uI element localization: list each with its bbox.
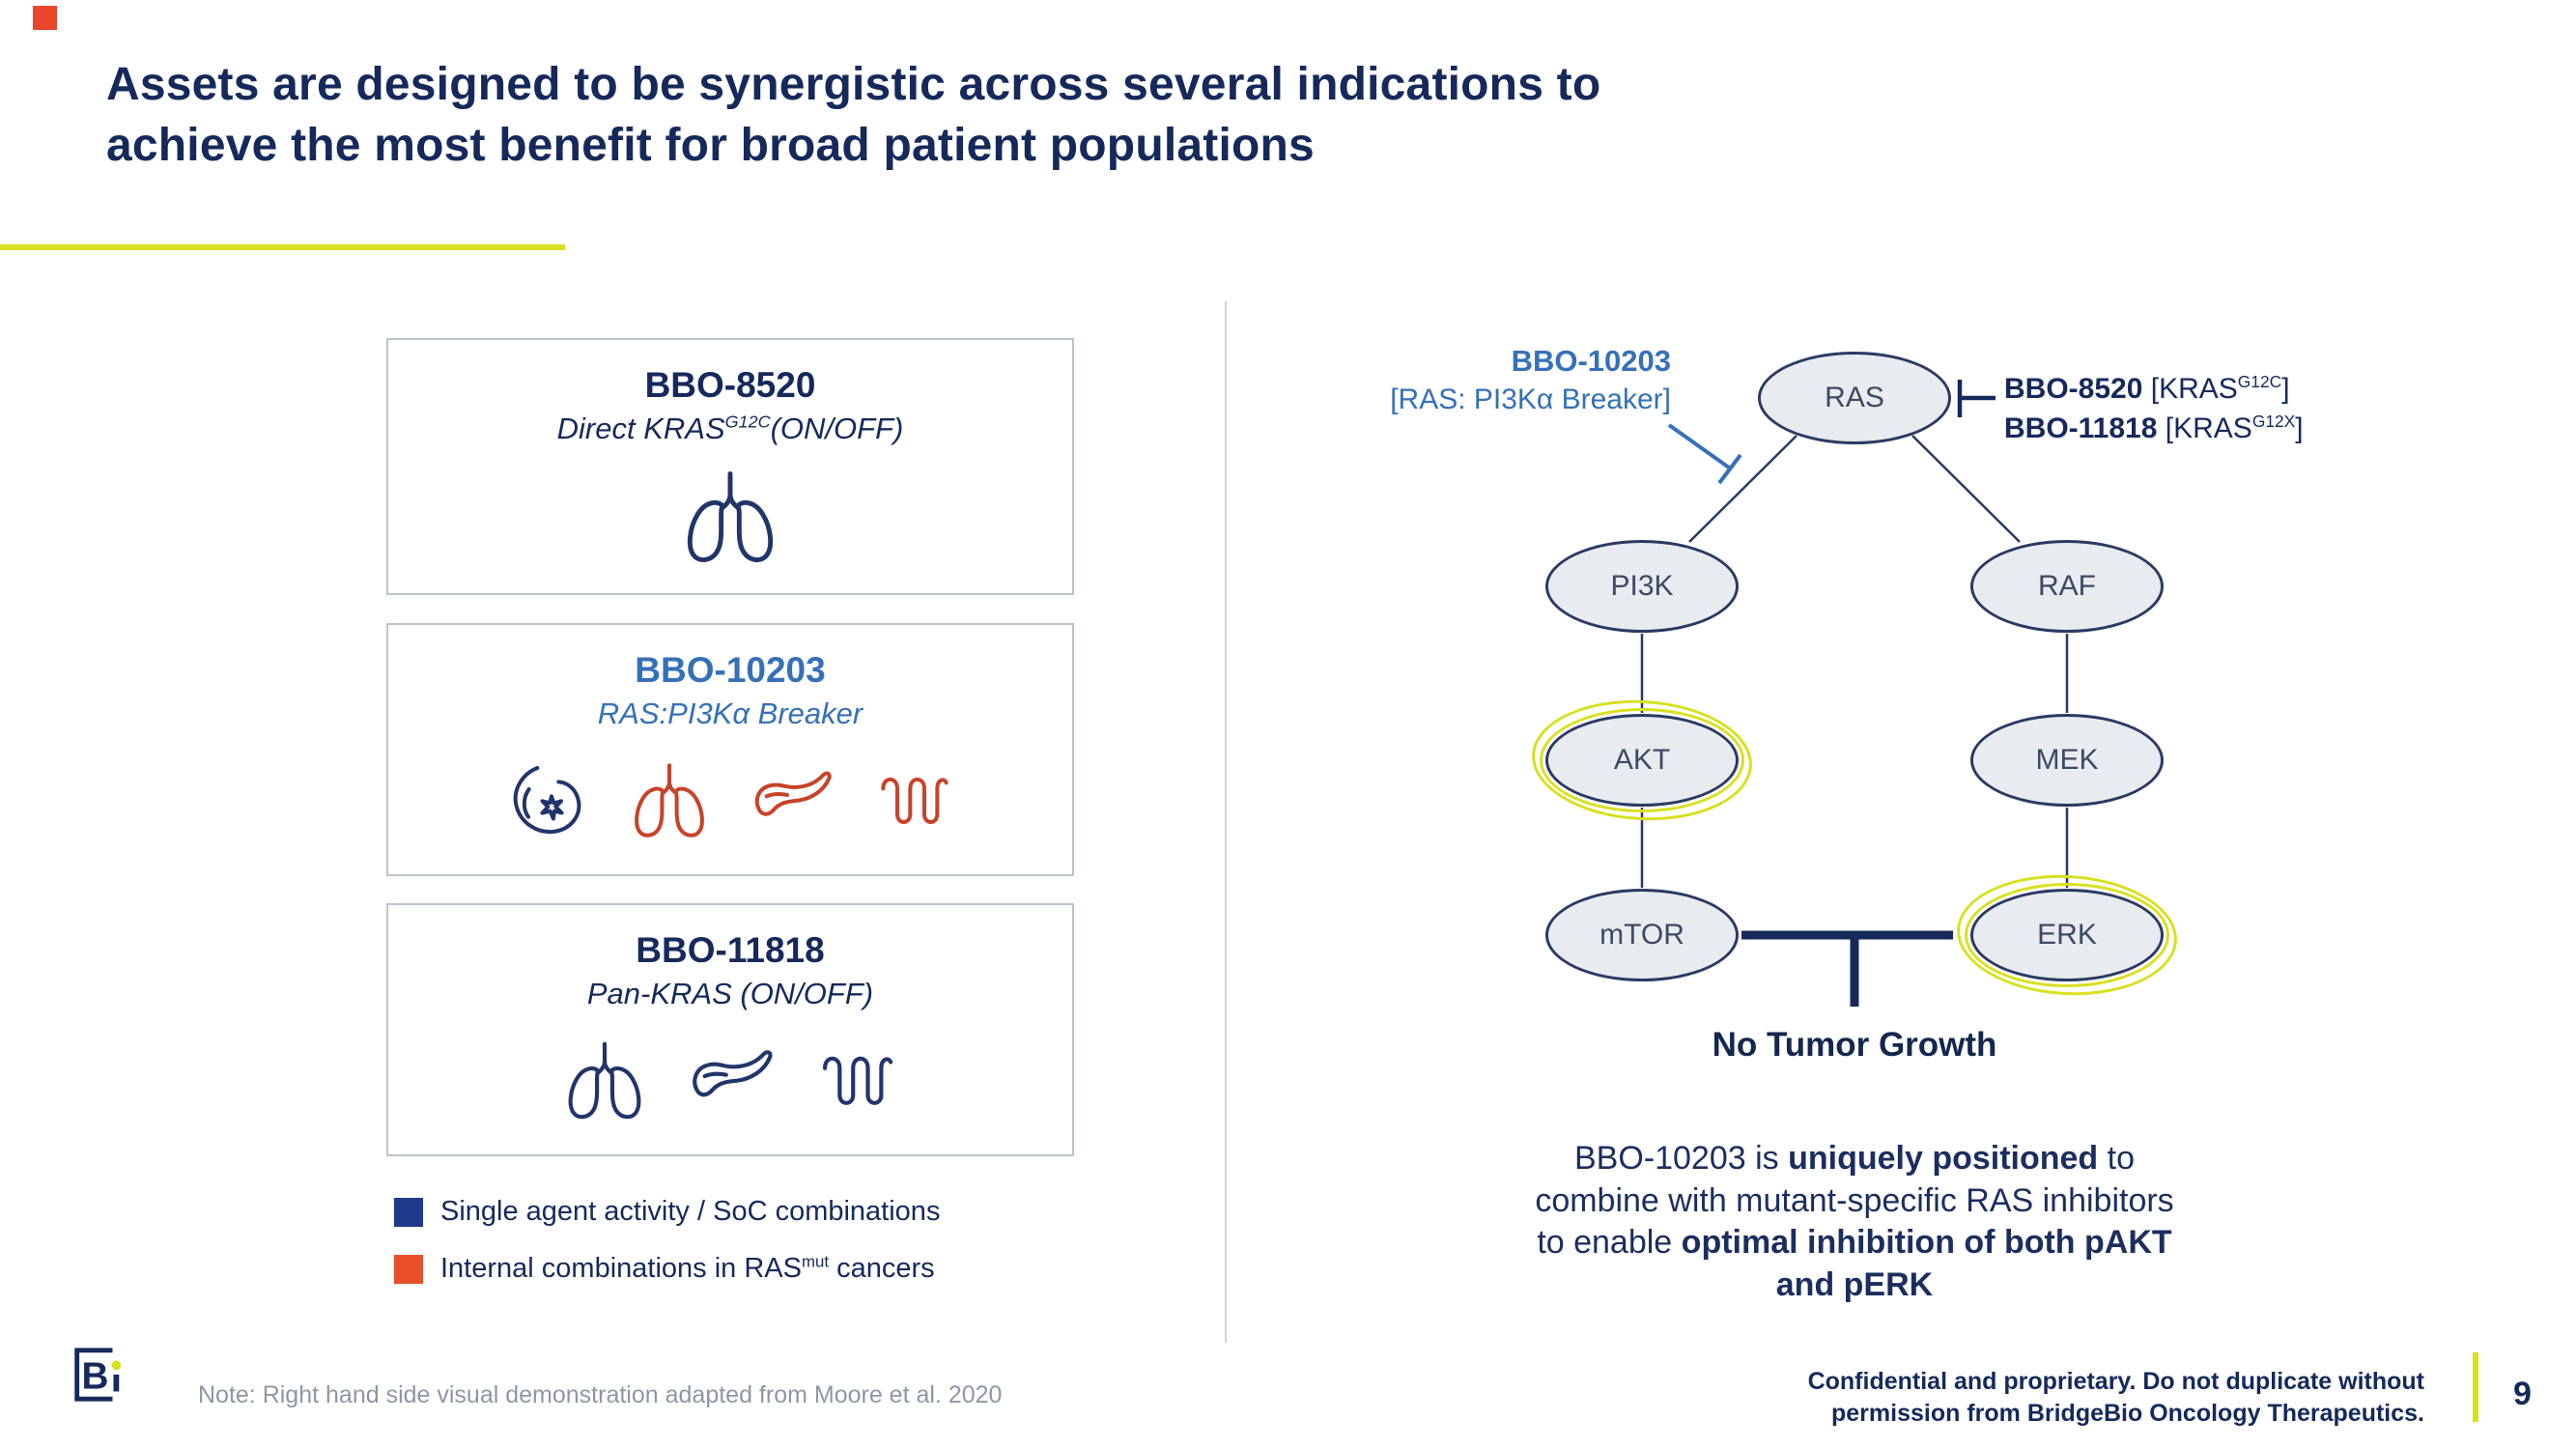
pancreas-icon <box>754 771 832 816</box>
desc-text: (ON/OFF) <box>770 412 904 445</box>
asset-card-bbo-10203: BBO-10203 RAS:PI3Kα Breaker <box>386 623 1074 876</box>
summary-text: BBO-10203 is uniquely positioned to comb… <box>1381 1138 2328 1306</box>
inhibitor-name: BBO-10203 <box>1511 344 1671 378</box>
title-line-1: Assets are designed to be synergistic ac… <box>106 59 1601 110</box>
indication-icons <box>556 1011 904 1154</box>
inhibition-tbar-right-icon <box>1957 380 1996 417</box>
legend: Single agent activity / SoC combinations… <box>394 1196 940 1285</box>
summary-line: combine with mutant-specific RAS inhibit… <box>1535 1181 2174 1219</box>
title-line-2: achieve the most benefit for broad patie… <box>106 120 1315 172</box>
node-raf: RAF <box>1970 540 2164 633</box>
asset-description: RAS:PI3Kα Breaker <box>598 696 863 731</box>
inhibitor-line: BBO-8520 [KRASG12C] <box>2004 372 2290 405</box>
desc-text: Direct KRAS <box>556 412 725 445</box>
breast-icon <box>513 766 581 835</box>
asset-card-bbo-8520: BBO-8520 Direct KRASG12C(ON/OFF) <box>386 338 1074 595</box>
inhibition-tbar-left-icon <box>1667 423 1742 485</box>
footnote: Note: Right hand side visual demonstrati… <box>198 1381 1003 1408</box>
superscript: mut <box>801 1252 830 1271</box>
desc-text: Pan-KRAS (ON/OFF) <box>586 977 874 1010</box>
confidential-notice: Confidential and proprietary. Do not dup… <box>1808 1366 2424 1429</box>
pancreas-icon <box>682 1035 778 1131</box>
outcome-label: No Tumor Growth <box>1712 1026 1997 1064</box>
pathway-diagram: RAS PI3K RAF AKT MEK mTOR ERK BBO-10203 … <box>1256 309 2511 1111</box>
asset-description: Direct KRASG12C(ON/OFF) <box>557 412 904 446</box>
confidential-line-1: Confidential and proprietary. Do not dup… <box>1807 1368 2424 1395</box>
asset-description: Pan-KRAS (ON/OFF) <box>587 977 873 1011</box>
lungs-icon <box>556 1035 653 1131</box>
intestine-icon <box>807 1035 904 1131</box>
asset-card-bbo-11818: BBO-11818 Pan-KRAS (ON/OFF) <box>386 903 1074 1156</box>
inhibitor-target: [RAS: PI3Kα Breaker] <box>1390 384 1671 416</box>
asset-name: BBO-8520 <box>644 365 816 405</box>
lungs-icon <box>673 463 787 577</box>
svg-text:B: B <box>82 1356 109 1398</box>
superscript: G12X <box>2251 412 2296 432</box>
page-title: Assets are designed to be synergistic ac… <box>106 54 1600 177</box>
no-growth-connector <box>1741 930 1953 1007</box>
indication-icons <box>673 446 787 593</box>
node-erk: ERK <box>1965 883 2169 987</box>
superscript: G12C <box>2237 372 2282 391</box>
legend-item-internal-combos: Internal combinations in RASmut cancers <box>394 1253 940 1285</box>
legend-swatch-red <box>394 1254 423 1284</box>
indication-icons <box>501 731 959 874</box>
bridgebio-logo: B <box>74 1348 122 1402</box>
superscript: G12C <box>724 412 771 432</box>
node-pi3k: PI3K <box>1545 540 1739 633</box>
node-mek: MEK <box>1970 714 2164 807</box>
summary-line: and pERK <box>1775 1265 1934 1303</box>
legend-label: Single agent activity / SoC combinations <box>440 1196 941 1227</box>
title-underline <box>0 244 565 250</box>
asset-name: BBO-10203 <box>635 650 826 690</box>
summary-line: BBO-10203 is uniquely positioned to <box>1573 1140 2136 1177</box>
page-number: 9 <box>2513 1376 2532 1412</box>
legend-swatch-navy <box>394 1197 423 1227</box>
signal-edges <box>1640 435 2069 888</box>
pi3k-breaker-label: BBO-10203 [RAS: PI3Kα Breaker] <box>1309 342 1671 418</box>
lungs-icon <box>635 763 704 838</box>
node-ras: RAS <box>1758 352 1951 444</box>
ras-inhibitor-labels: BBO-8520 [KRASG12C] BBO-11818 [KRASG12X] <box>2004 369 2304 449</box>
divider <box>1225 301 1227 1343</box>
brand-mark <box>33 6 57 30</box>
legend-label: Internal combinations in RASmut cancers <box>440 1252 935 1284</box>
confidential-line-2: permission from BridgeBio Oncology Thera… <box>1831 1399 2424 1427</box>
page-number-divider <box>2473 1352 2478 1422</box>
legend-item-single-agent: Single agent activity / SoC combinations <box>394 1196 940 1228</box>
desc-text: RAS:PI3Kα Breaker <box>597 696 863 730</box>
node-akt: AKT <box>1540 708 1744 812</box>
summary-line: to enable optimal inhibition of both pAK… <box>1537 1224 2172 1262</box>
asset-name: BBO-11818 <box>636 930 825 970</box>
inhibitor-line: BBO-11818 [KRASG12X] <box>2004 412 2304 445</box>
intestine-icon <box>881 777 948 824</box>
node-mtor: mTOR <box>1545 889 1739 981</box>
